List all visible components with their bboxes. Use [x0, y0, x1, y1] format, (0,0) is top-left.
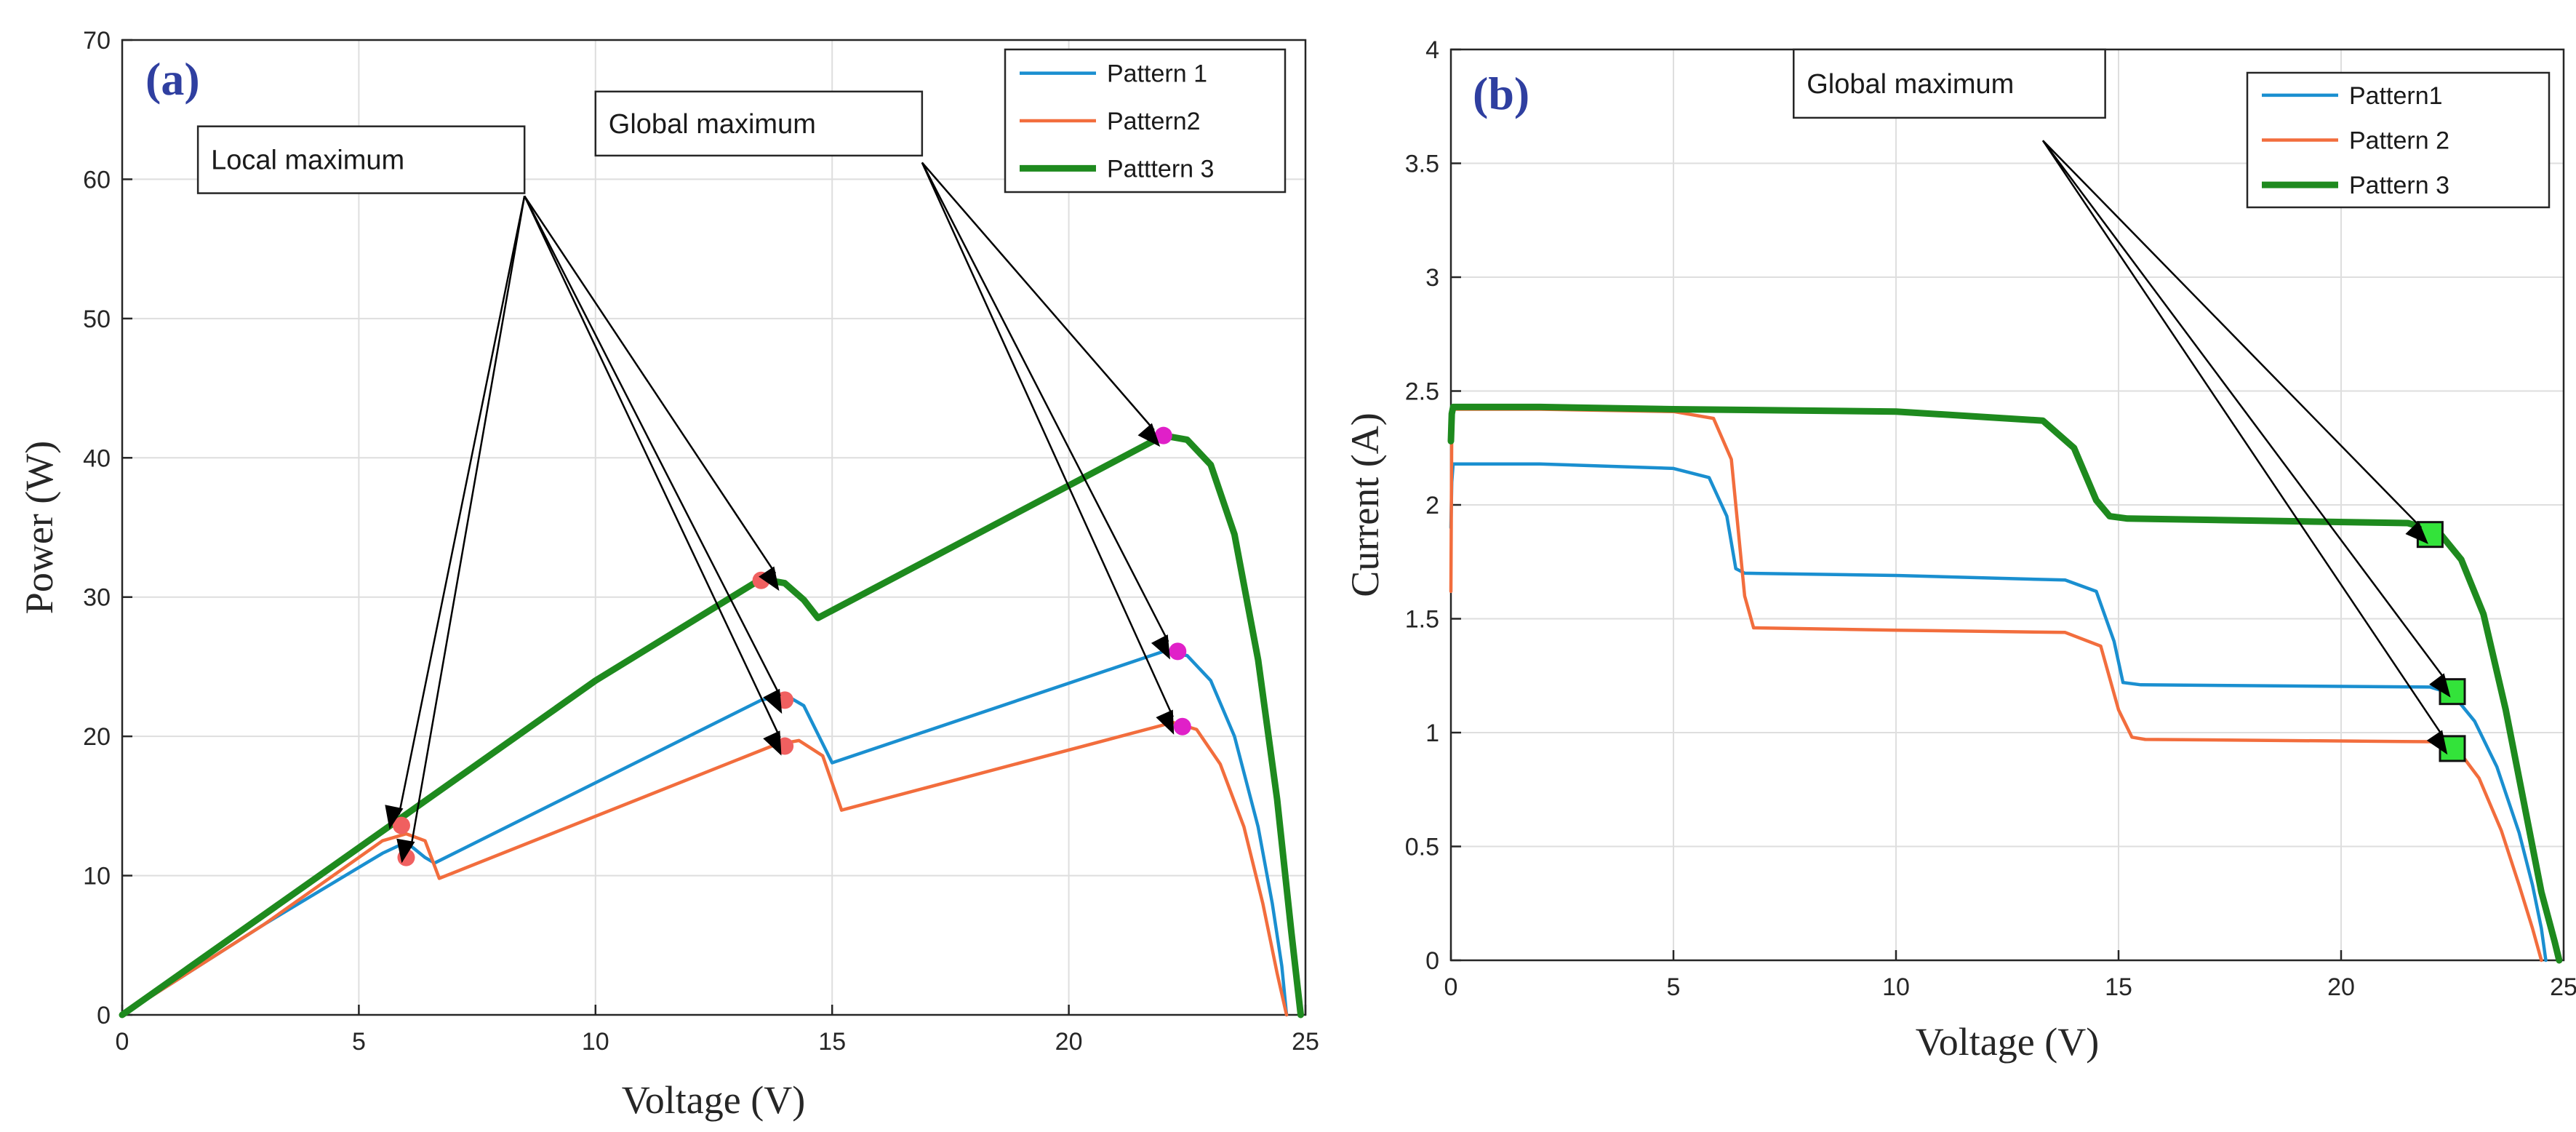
y-tick-label: 50: [83, 306, 111, 333]
max-point-marker: [1154, 426, 1172, 445]
y-tick-label: 2: [1425, 492, 1439, 519]
chart-panel-a: 0 5 10 15 20 25 0 10 20 30 40 50 60 70 Local maximum G…: [17, 27, 1319, 1122]
legend-b: Pattern1 Pattern 2 Pattern 3: [2246, 71, 2551, 209]
series-line-a-2: [120, 720, 1289, 1017]
max-point-square-marker: [2416, 521, 2444, 549]
y-tick-label: 3: [1425, 264, 1439, 292]
y-tick-label: 60: [83, 166, 111, 194]
series-line-b-3: [1447, 403, 2563, 964]
x-tick-label: 0: [116, 1028, 129, 1056]
panel-label-b: (b): [1473, 68, 1529, 119]
annotation-arrow: [524, 195, 782, 756]
y-tick-label: 2.5: [1405, 378, 1439, 406]
chart-panel-b: 0 5 10 15 20 25 0 0.5 1 1.5 2 2.5 3 3.5 4 Global maxim…: [1343, 36, 2576, 1064]
legend-entry: Pattern2: [1107, 108, 1201, 135]
axes-frame-a: [121, 39, 1307, 1016]
max-point-marker: [1173, 717, 1191, 736]
max-point-marker: [776, 737, 794, 755]
annotation-arrow: [524, 195, 783, 714]
annotation-box: [594, 90, 924, 157]
y-axis-label-b: Current (A): [1343, 412, 1387, 597]
y-tick-label: 0.5: [1405, 834, 1439, 861]
series-line-b-2: [1449, 407, 2543, 962]
ticks-b: 0 5 10 15 20 25 0 0.5 1 1.5 2 2.5 3 3.5 4: [1405, 36, 2576, 1001]
y-tick-label: 3.5: [1405, 151, 1439, 178]
annotation-arrow: [524, 195, 780, 591]
x-tick-label: 20: [1055, 1028, 1083, 1056]
series-line-b-1: [1449, 462, 2548, 962]
annotation-box: [1792, 48, 2106, 119]
y-tick-label: 1.5: [1405, 606, 1439, 634]
series-group-a: [119, 432, 1304, 1019]
y-tick-label: 0: [97, 1002, 111, 1029]
legend-entry: Pattern 1: [1107, 60, 1207, 88]
annotation-arrow: [2041, 140, 2448, 755]
y-tick-label: 4: [1425, 36, 1439, 64]
y-tick-label: 1: [1425, 720, 1439, 747]
annotation-arrow: [2042, 140, 2428, 544]
x-tick-label: 20: [2327, 973, 2355, 1001]
y-tick-label: 0: [1425, 947, 1439, 975]
x-tick-label: 25: [1292, 1028, 1319, 1056]
x-tick-label: 5: [1667, 973, 1681, 1001]
y-tick-label: 30: [83, 584, 111, 612]
x-tick-label: 15: [2105, 973, 2132, 1001]
y-axis-label-a: Power (W): [17, 441, 61, 614]
annotations-group-b: Global maximum: [1792, 48, 2451, 755]
x-tick-label: 15: [818, 1028, 846, 1056]
legend-entry: Pattern1: [2349, 82, 2443, 110]
series-group-b: [1447, 403, 2563, 964]
ticks-a: 0 5 10 15 20 25 0 10 20 30 40 50 60 70: [83, 27, 1319, 1056]
y-tick-label: 40: [83, 445, 111, 472]
max-point-marker: [752, 571, 770, 589]
legend-entry: Pattern 3: [2349, 172, 2449, 199]
x-tick-label: 25: [2550, 973, 2576, 1001]
x-tick-label: 10: [1882, 973, 1910, 1001]
legend-entry: Pattern 2: [2349, 127, 2449, 155]
max-point-marker: [1169, 642, 1187, 661]
max-point-square-marker: [2439, 678, 2466, 706]
annotation-arrow: [921, 162, 1170, 660]
max-point-marker: [392, 816, 410, 834]
panel-label-a: (a): [145, 53, 200, 105]
x-tick-label: 5: [352, 1028, 366, 1056]
x-axis-label-a: Voltage (V): [622, 1078, 805, 1122]
annotation-arrow: [385, 196, 526, 830]
annotation-arrow: [396, 196, 526, 864]
y-tick-label: 20: [83, 723, 111, 751]
annotation-arrow: [2041, 140, 2451, 698]
annotation-box: [196, 125, 526, 194]
annotations-group-a: Local maximum Global maximum: [196, 90, 1175, 864]
annotation-label: Global maximum: [609, 109, 816, 140]
legend-entry: Patttern 3: [1107, 155, 1214, 183]
y-tick-label: 70: [83, 27, 111, 55]
annotation-label: Global maximum: [1807, 69, 2014, 100]
series-line-a-1: [120, 650, 1289, 1017]
annotation-arrow: [921, 162, 1175, 735]
annotation-label: Local maximum: [211, 146, 404, 176]
legend-a: Pattern 1 Pattern2 Patttern 3: [1004, 48, 1287, 194]
x-tick-label: 10: [582, 1028, 609, 1056]
max-point-marker: [397, 848, 415, 866]
y-tick-label: 10: [83, 863, 111, 890]
x-tick-label: 0: [1444, 973, 1458, 1001]
max-point-square-marker: [2439, 735, 2466, 762]
x-axis-label-b: Voltage (V): [1916, 1020, 2099, 1064]
annotation-arrow: [921, 162, 1161, 447]
